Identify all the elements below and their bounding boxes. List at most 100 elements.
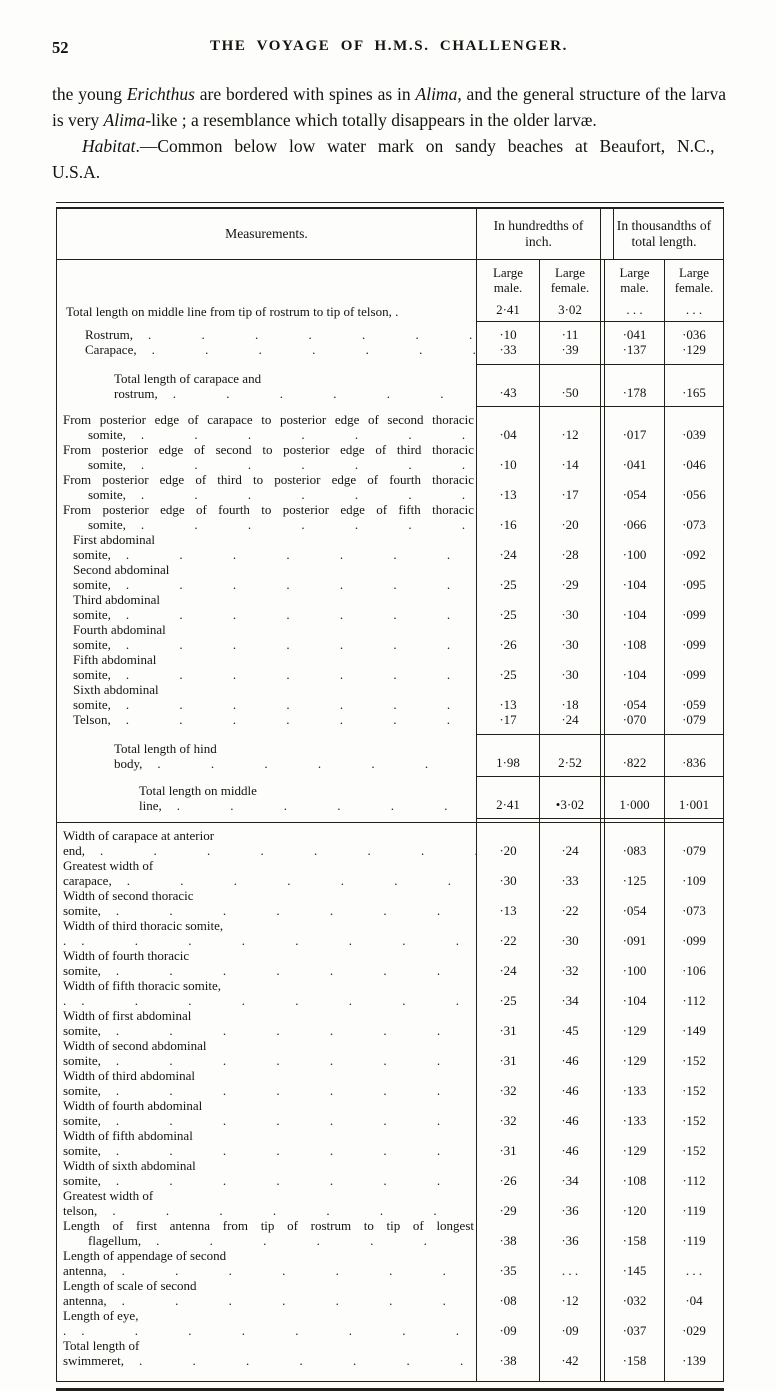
value-cell: ·066 — [605, 502, 665, 532]
table-row: Width of fifth abdominal somite,. . . . … — [57, 1128, 723, 1158]
value-cell: ·152 — [682, 1113, 706, 1128]
value-cell: ·108 — [605, 1158, 665, 1188]
measurement-label-cell: Sixth abdominal somite,. . . . . . . . .… — [57, 682, 477, 712]
value-cell: ·054 — [605, 682, 665, 712]
value-cell: ·112 — [682, 993, 706, 1008]
subcolumn-header: Large female. — [550, 265, 590, 295]
value-cell: ·30 — [561, 637, 579, 652]
value-cell: ·095 — [682, 577, 706, 592]
subcolumn-large-female-2: Large female. . . . — [665, 260, 723, 322]
value-cell: ·165 — [665, 365, 723, 407]
table-row: Third abdominal somite,. . . . . . . . .… — [57, 592, 723, 622]
measurement-label-cell: Width of third thoracic somite, .. . . .… — [57, 918, 477, 948]
text-segment: -like ; a resemblance which totally disa… — [145, 110, 597, 130]
leader-dots: . . . . . . . . . . — [140, 457, 476, 472]
table-row: Greatest width of telson,. . . . . . . .… — [57, 1188, 723, 1218]
leader-dots: . . . . . . . . . . — [81, 933, 476, 948]
measurement-label-cell: Width of first abdominal somite,. . . . … — [57, 1008, 477, 1038]
value-cell: ·109 — [682, 873, 706, 888]
value-cell: ·42 — [561, 1353, 579, 1368]
text-segment: the young — [52, 84, 127, 104]
measurement-label-cell: From posterior edge of second to posteri… — [57, 442, 477, 472]
table-row: Width of second abdominal somite,. . . .… — [57, 1038, 723, 1068]
double-rule-spacer — [600, 260, 605, 322]
subcolumn-header: Large male. — [492, 265, 524, 295]
value-cell: ·46 — [561, 1053, 579, 1068]
paragraph-continuation: the young Erichthus are bordered with sp… — [52, 81, 726, 133]
leader-dots: . . . . . . . . . . — [176, 798, 476, 813]
value-cell: ·129 — [605, 1008, 665, 1038]
value-cell: . . . — [685, 1263, 703, 1278]
table-row: Sixth abdominal somite,. . . . . . . . .… — [57, 682, 723, 712]
separator-cell — [57, 819, 477, 823]
value-cell: ·12 — [561, 427, 579, 442]
table-row: From posterior edge of fourth to posteri… — [57, 502, 723, 532]
double-rule-spacer — [600, 948, 605, 978]
text-segment: U.S.A. — [52, 162, 101, 182]
measurement-label: Total length of carapace and rostrum, — [114, 371, 262, 401]
value-cell: ·36 — [561, 1203, 579, 1218]
table-row: Width of second thoracic somite,. . . . … — [57, 888, 723, 918]
value-cell: ·099 — [682, 637, 706, 652]
double-rule-spacer — [600, 819, 605, 823]
table-row: Fourth abdominal somite,. . . . . . . . … — [57, 622, 723, 652]
leader-dots: . . . . . . . . . . — [140, 487, 476, 502]
group-separator — [57, 819, 723, 823]
value-cell: ·13 — [477, 472, 540, 502]
measurement-label-cell: Width of second abdominal somite,. . . .… — [57, 1038, 477, 1068]
italic-term: Alima — [415, 84, 458, 104]
measurement-label-cell: Third abdominal somite,. . . . . . . . .… — [57, 592, 477, 622]
value-cell: ·10 — [477, 442, 540, 472]
measurement-label-cell: Fourth abdominal somite,. . . . . . . . … — [57, 622, 477, 652]
value-cell: ·104 — [605, 562, 665, 592]
measurement-label-cell: Width of sixth abdominal somite,. . . . … — [57, 1158, 477, 1188]
page-header: 52 THE VOYAGE OF H.M.S. CHALLENGER. — [52, 38, 726, 60]
running-head-title: THE VOYAGE OF H.M.S. CHALLENGER. — [210, 38, 568, 54]
table-row: Total length of swimmeret,. . . . . . . … — [57, 1338, 723, 1381]
leader-dots: . . . . . . . . . . — [156, 1233, 476, 1248]
value-cell: ·17 — [561, 487, 579, 502]
value-cell: ·106 — [682, 963, 706, 978]
leader-dots: . . . . . . . . . . — [121, 1293, 476, 1308]
measurement-label-cell: From posterior edge of third to posterio… — [57, 472, 477, 502]
measurement-label-cell: Width of second thoracic somite,. . . . … — [57, 888, 477, 918]
italic-term: Alima — [103, 110, 146, 130]
value-cell: ·39 — [540, 342, 600, 365]
double-rule-spacer — [600, 918, 605, 948]
value-cell: ·31 — [477, 1038, 540, 1068]
measurement-label: Sixth abdominal somite, — [73, 682, 159, 712]
value-cell: ·32 — [477, 1068, 540, 1098]
value-cell: ·133 — [605, 1098, 665, 1128]
measurement-label: From posterior edge of third to posterio… — [63, 472, 474, 502]
leader-dots: . . . . . . . . . . — [115, 1143, 476, 1158]
value-cell: ·31 — [477, 1008, 540, 1038]
value-cell: ·45 — [561, 1023, 579, 1038]
double-rule-spacer — [600, 502, 605, 532]
table-row: Second abdominal somite,. . . . . . . . … — [57, 562, 723, 592]
value-cell: ·119 — [682, 1203, 706, 1218]
measurement-label: From posterior edge of second to posteri… — [63, 442, 474, 472]
double-rule-spacer — [600, 978, 605, 1008]
measurement-label-cell: Width of fifth abdominal somite,. . . . … — [57, 1128, 477, 1158]
value-cell: . . . — [561, 1263, 579, 1278]
table-row: Width of fourth abdominal somite,. . . .… — [57, 1098, 723, 1128]
page-number: 52 — [52, 38, 69, 57]
value-cell: ·139 — [682, 1353, 706, 1368]
table-row: Width of carapace at anterior end,. . . … — [57, 823, 723, 858]
value-cell: ·30 — [561, 667, 579, 682]
value-cell: ·24 — [477, 532, 540, 562]
double-rule-spacer — [600, 823, 605, 858]
measurement-label-cell: Total length on middle line,. . . . . . … — [57, 777, 477, 819]
measurement-label: From posterior edge of fourth to posteri… — [63, 502, 474, 532]
value-cell: ·20 — [561, 517, 579, 532]
measurement-label-cell: Length of eye, .. . . . . . . . . . — [57, 1308, 477, 1338]
value-cell: ·38 — [477, 1218, 540, 1248]
double-rule-spacer — [600, 592, 605, 622]
double-rule-spacer — [600, 858, 605, 888]
subcolumn-header: Large female. — [674, 265, 714, 295]
value-cell: ·32 — [561, 963, 579, 978]
value-cell: ·079 — [665, 712, 723, 735]
measurement-label-cell: Total length of swimmeret,. . . . . . . … — [57, 1338, 477, 1381]
value-cell: ·24 — [477, 948, 540, 978]
leader-dots: . . . . . . . . . . — [125, 607, 476, 622]
